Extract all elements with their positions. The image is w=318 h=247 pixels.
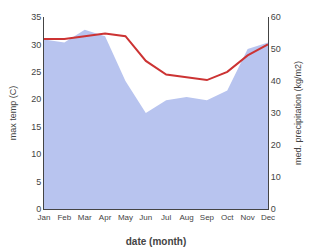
- svg-text:Dec: Dec: [261, 213, 275, 222]
- svg-text:Jan: Jan: [38, 213, 51, 222]
- svg-text:30: 30: [271, 108, 281, 118]
- svg-text:Oct: Oct: [221, 213, 234, 222]
- svg-text:35: 35: [31, 12, 41, 22]
- svg-text:Feb: Feb: [57, 213, 71, 222]
- svg-text:Nov: Nov: [241, 213, 255, 222]
- svg-text:40: 40: [271, 76, 281, 86]
- svg-text:10: 10: [271, 172, 281, 182]
- svg-text:5: 5: [36, 177, 41, 187]
- svg-text:Mar: Mar: [78, 213, 92, 222]
- svg-text:Jul: Jul: [161, 213, 171, 222]
- svg-text:0: 0: [36, 204, 41, 214]
- svg-text:date (month): date (month): [126, 236, 187, 247]
- svg-text:20: 20: [31, 94, 41, 104]
- svg-text:Sep: Sep: [200, 213, 215, 222]
- svg-text:max temp (C): max temp (C): [8, 86, 18, 141]
- svg-text:50: 50: [271, 44, 281, 54]
- svg-text:25: 25: [31, 67, 41, 77]
- svg-text:Apr: Apr: [99, 213, 112, 222]
- svg-text:Jun: Jun: [139, 213, 152, 222]
- svg-text:15: 15: [31, 122, 41, 132]
- svg-text:30: 30: [31, 40, 41, 50]
- svg-text:20: 20: [271, 140, 281, 150]
- svg-text:Aug: Aug: [179, 213, 193, 222]
- svg-text:0: 0: [271, 204, 276, 214]
- svg-text:May: May: [118, 213, 133, 222]
- svg-text:10: 10: [31, 149, 41, 159]
- svg-text:med. precipitation (kg/m2): med. precipitation (kg/m2): [293, 61, 303, 165]
- svg-text:60: 60: [271, 12, 281, 22]
